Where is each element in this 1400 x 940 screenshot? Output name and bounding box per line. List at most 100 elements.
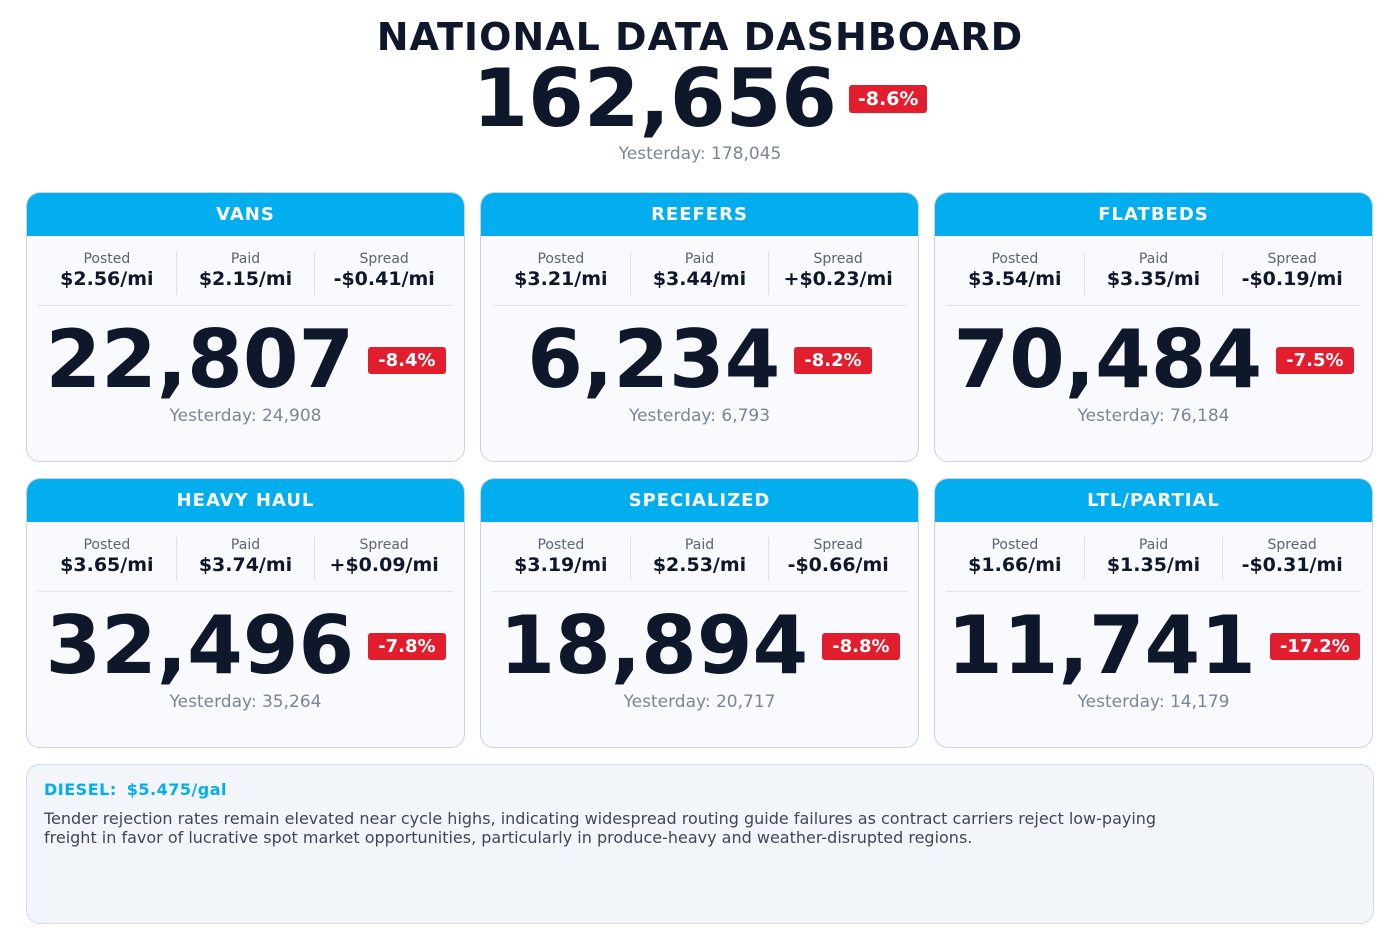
posted-value: $2.56/mi [60, 268, 154, 290]
posted-value: $3.65/mi [60, 554, 154, 576]
load-count: 11,741 [947, 599, 1256, 692]
card-title: SPECIALIZED [481, 479, 918, 522]
spread-label: Spread [1267, 537, 1317, 553]
paid-rate: Paid $3.44/mi [631, 251, 770, 295]
spread-value: +$0.23/mi [783, 268, 893, 290]
yesterday-count: Yesterday: 6,793 [628, 406, 771, 426]
market-note-panel: DIESEL: $5.475/gal Tender rejection rates… [26, 764, 1374, 924]
paid-rate: Paid $3.35/mi [1085, 251, 1224, 295]
paid-label: Paid [230, 251, 261, 267]
card-main: 6,234 -8.2% [481, 316, 918, 404]
rates-row: Posted $3.19/mi Paid $2.53/mi Spread -$0.66… [492, 537, 907, 592]
card-vans[interactable]: VANS Posted $2.56/mi Paid $2.15/mi Spread -… [26, 192, 465, 462]
spread-value: -$0.66/mi [787, 554, 889, 576]
diesel-value: $5.475/gal [126, 780, 228, 799]
posted-label: Posted [991, 251, 1039, 267]
total-change-badge: -8.6% [848, 85, 928, 113]
paid-value: $3.44/mi [652, 268, 747, 290]
spread-value: +$0.09/mi [329, 554, 439, 576]
paid-label: Paid [1138, 251, 1169, 267]
load-count: 22,807 [45, 313, 355, 406]
yesterday-count: Yesterday: 35,264 [169, 692, 322, 712]
paid-value: $2.53/mi [652, 554, 747, 576]
total-loads-row: 162,656 -8.6% [0, 52, 1400, 145]
load-count: 18,894 [499, 599, 809, 692]
card-title: FLATBEDS [935, 193, 1372, 236]
card-main: 11,741 -17.2% [935, 602, 1372, 690]
posted-rate: Posted $3.65/mi [38, 537, 177, 581]
load-count: 32,496 [45, 599, 355, 692]
yesterday-count: Yesterday: 24,908 [169, 406, 322, 426]
rates-row: Posted $1.66/mi Paid $1.35/mi Spread -$0.31… [946, 537, 1361, 592]
spread-label: Spread [813, 537, 863, 553]
paid-label: Paid [230, 537, 261, 553]
paid-rate: Paid $1.35/mi [1085, 537, 1224, 581]
posted-value: $3.19/mi [514, 554, 608, 576]
posted-rate: Posted $1.66/mi [946, 537, 1085, 581]
dashboard-header: NATIONAL DATA DASHBOARD 162,656 -8.6% Ye… [0, 14, 1400, 164]
posted-rate: Posted $3.19/mi [492, 537, 631, 581]
posted-rate: Posted $3.54/mi [946, 251, 1085, 295]
card-title: LTL/PARTIAL [935, 479, 1372, 522]
card-flatbeds[interactable]: FLATBEDS Posted $3.54/mi Paid $3.35/mi Spr… [934, 192, 1373, 462]
paid-rate: Paid $2.53/mi [631, 537, 770, 581]
yesterday-count: Yesterday: 76,184 [1077, 406, 1230, 426]
equipment-cards-grid: VANS Posted $2.56/mi Paid $2.15/mi Spread -… [26, 192, 1374, 748]
change-badge: -8.4% [368, 346, 446, 374]
paid-label: Paid [1138, 537, 1169, 553]
posted-value: $1.66/mi [968, 554, 1062, 576]
spread-value: -$0.41/mi [333, 268, 435, 290]
spread-rate: Spread +$0.09/mi [315, 537, 453, 581]
card-main: 22,807 -8.4% [27, 316, 464, 404]
card-ltl-partial[interactable]: LTL/PARTIAL Posted $1.66/mi Paid $1.35/mi … [934, 478, 1373, 748]
change-badge: -7.5% [1276, 346, 1354, 374]
spread-label: Spread [1267, 251, 1317, 267]
card-title: VANS [27, 193, 464, 236]
posted-label: Posted [83, 537, 131, 553]
rates-row: Posted $2.56/mi Paid $2.15/mi Spread -$0.41… [38, 251, 453, 306]
spread-value: -$0.31/mi [1241, 554, 1343, 576]
diesel-price: DIESEL: $5.475/gal [44, 780, 1356, 799]
posted-value: $3.54/mi [968, 268, 1062, 290]
yesterday-count: Yesterday: 20,717 [623, 692, 776, 712]
rates-row: Posted $3.21/mi Paid $3.44/mi Spread +$0.23… [492, 251, 907, 306]
posted-rate: Posted $3.21/mi [492, 251, 631, 295]
total-loads-value: 162,656 [472, 52, 837, 145]
card-main: 70,484 -7.5% [935, 316, 1372, 404]
paid-value: $1.35/mi [1106, 554, 1201, 576]
card-reefers[interactable]: REEFERS Posted $3.21/mi Paid $3.44/mi Spre… [480, 192, 919, 462]
spread-rate: Spread -$0.31/mi [1223, 537, 1361, 581]
load-count: 70,484 [953, 313, 1263, 406]
change-badge: -17.2% [1269, 632, 1360, 660]
posted-label: Posted [537, 537, 585, 553]
page-title: NATIONAL DATA DASHBOARD [376, 15, 1024, 59]
posted-label: Posted [991, 537, 1039, 553]
card-title: REEFERS [481, 193, 918, 236]
spread-label: Spread [359, 251, 409, 267]
rates-row: Posted $3.65/mi Paid $3.74/mi Spread +$0.09… [38, 537, 453, 592]
spread-value: -$0.19/mi [1241, 268, 1343, 290]
paid-rate: Paid $2.15/mi [177, 251, 316, 295]
spread-rate: Spread +$0.23/mi [769, 251, 907, 295]
card-specialized[interactable]: SPECIALIZED Posted $3.19/mi Paid $2.53/mi … [480, 478, 919, 748]
change-badge: -8.8% [822, 632, 900, 660]
posted-value: $3.21/mi [514, 268, 608, 290]
total-yesterday: Yesterday: 178,045 [618, 144, 782, 164]
posted-label: Posted [537, 251, 585, 267]
spread-label: Spread [813, 251, 863, 267]
yesterday-count: Yesterday: 14,179 [1077, 692, 1230, 712]
paid-value: $2.15/mi [198, 268, 293, 290]
market-commentary: Tender rejection rates remain elevated n… [44, 809, 1157, 847]
paid-rate: Paid $3.74/mi [177, 537, 316, 581]
rates-row: Posted $3.54/mi Paid $3.35/mi Spread -$0.19… [946, 251, 1361, 306]
card-heavy-haul[interactable]: HEAVY HAUL Posted $3.65/mi Paid $3.74/mi S… [26, 478, 465, 748]
paid-value: $3.74/mi [198, 554, 293, 576]
card-main: 32,496 -7.8% [27, 602, 464, 690]
paid-label: Paid [684, 537, 715, 553]
spread-rate: Spread -$0.41/mi [315, 251, 453, 295]
card-main: 18,894 -8.8% [481, 602, 918, 690]
change-badge: -8.2% [794, 346, 872, 374]
paid-label: Paid [684, 251, 715, 267]
change-badge: -7.8% [368, 632, 446, 660]
spread-rate: Spread -$0.19/mi [1223, 251, 1361, 295]
